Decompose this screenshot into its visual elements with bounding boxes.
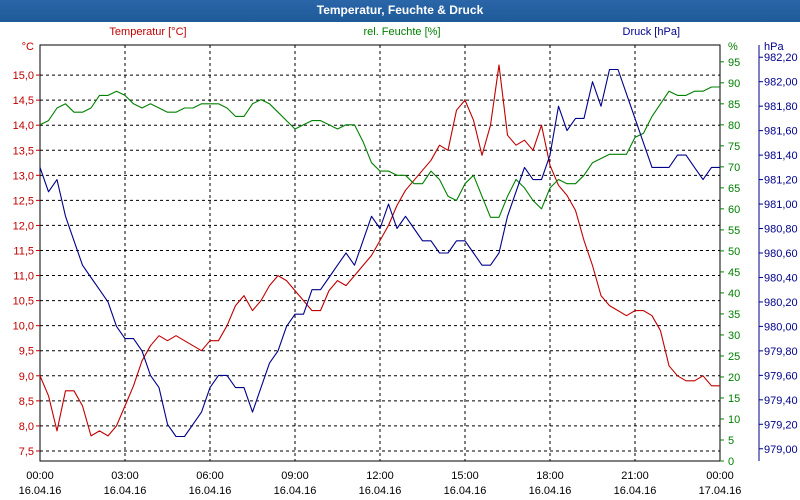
plot-area	[39, 44, 721, 462]
title-bar: Temperatur, Feuchte & Druck	[0, 0, 800, 22]
x-tick-time: 00:00	[706, 470, 734, 482]
temp-tick-label: 10,5	[13, 296, 34, 308]
temp-tick-label: 9,0	[19, 371, 34, 383]
x-tick-time: 06:00	[196, 470, 224, 482]
temp-tick-label: 14,5	[13, 95, 34, 107]
pressure-tick-label: 979,00	[764, 444, 798, 456]
pressure-tick-label: 979,80	[764, 346, 798, 358]
x-tick-date: 16.04.16	[274, 485, 317, 497]
x-tick-time: 15:00	[451, 470, 479, 482]
temp-tick-label: 15,0	[13, 70, 34, 82]
window-title: Temperatur, Feuchte & Druck	[316, 3, 484, 17]
pressure-tick-label: 981,20	[764, 175, 798, 187]
pressure-tick-label: 981,60	[764, 126, 798, 138]
humidity-tick-label: 5	[728, 435, 734, 447]
humidity-tick-label: 40	[728, 288, 740, 300]
temp-tick-label: 14,0	[13, 120, 34, 132]
temp-tick-label: 11,0	[13, 271, 34, 283]
humidity-tick-label: 95	[728, 57, 740, 69]
temp-tick-label: 11,5	[13, 245, 34, 257]
temp-tick-label: 12,5	[13, 195, 34, 207]
x-tick-time: 00:00	[26, 470, 54, 482]
x-tick-date: 16.04.16	[359, 485, 402, 497]
pressure-tick-label: 979,40	[764, 395, 798, 407]
humidity-tick-label: 55	[728, 225, 740, 237]
humidity-tick-label: 70	[728, 162, 740, 174]
pressure-tick-label: 980,00	[764, 321, 798, 333]
pressure-tick-label: 980,20	[764, 297, 798, 309]
temp-unit: °C	[22, 41, 34, 53]
humidity-tick-label: 15	[728, 393, 740, 405]
pressure-tick-label: 980,80	[764, 224, 798, 236]
humidity-tick-label: 30	[728, 330, 740, 342]
humidity-unit: %	[728, 41, 738, 53]
pressure-tick-label: 980,60	[764, 248, 798, 260]
humidity-tick-label: 90	[728, 78, 740, 90]
pressure-line	[39, 68, 720, 438]
pressure-axis-title: Druck [hPa]	[623, 26, 680, 38]
humidity-tick-label: 85	[728, 99, 740, 111]
grid	[40, 45, 720, 461]
pressure-tick-label: 982,20	[764, 52, 798, 64]
temp-tick-label: 7,5	[19, 446, 34, 458]
humidity-tick-label: 10	[728, 414, 740, 426]
temp-tick-label: 10,0	[13, 321, 34, 333]
pressure-tick-label: 979,60	[764, 370, 798, 382]
x-tick-time: 12:00	[366, 470, 394, 482]
pressure-tick-label: 981,00	[764, 199, 798, 211]
temp-tick-label: 13,0	[13, 170, 34, 182]
x-tick-date: 16.04.16	[444, 485, 487, 497]
x-tick-date: 17.04.16	[699, 485, 742, 497]
humidity-tick-label: 0	[728, 456, 734, 468]
temp-tick-label: 8,0	[19, 421, 34, 433]
humidity-tick-label: 50	[728, 246, 740, 258]
x-tick-date: 16.04.16	[189, 485, 232, 497]
pressure-tick-label: 979,20	[764, 419, 798, 431]
pressure-tick-label: 982,00	[764, 77, 798, 89]
humidity-line	[39, 86, 720, 218]
axis-left: 7,5 8,0 8,5 9,0 9,5 10,0 10,5 11,0 11,5 12,0 12,5 1…	[13, 41, 40, 458]
temp-tick-label: 8,5	[19, 396, 34, 408]
humidity-tick-label: 80	[728, 120, 740, 132]
humidity-tick-label: 65	[728, 183, 740, 195]
series-layer	[39, 64, 720, 438]
pressure-tick-label: 981,80	[764, 101, 798, 113]
x-tick-time: 18:00	[536, 470, 564, 482]
temp-tick-label: 13,5	[13, 145, 34, 157]
temperature-line	[39, 64, 720, 437]
x-tick-time: 03:00	[111, 470, 139, 482]
humidity-tick-label: 25	[728, 351, 740, 363]
pressure-tick-label: 980,40	[764, 272, 798, 284]
humidity-tick-label: 60	[728, 204, 740, 216]
humidity-tick-label: 20	[728, 372, 740, 384]
humidity-axis-title: rel. Feuchte [%]	[363, 26, 440, 38]
humidity-tick-label: 45	[728, 267, 740, 279]
humidity-tick-label: 75	[728, 141, 740, 153]
temp-tick-label: 9,5	[19, 346, 34, 358]
humidity-tick-label: 35	[728, 309, 740, 321]
x-tick-date: 16.04.16	[529, 485, 572, 497]
x-tick-date: 16.04.16	[614, 485, 657, 497]
x-tick-time: 21:00	[621, 470, 649, 482]
temp-tick-label: 12,0	[13, 220, 34, 232]
pressure-unit: hPa	[764, 41, 784, 53]
x-tick-date: 16.04.16	[19, 485, 62, 497]
axis-labels: Temperatur [°C] rel. Feuchte [%] Druck [hP…	[109, 26, 680, 38]
axis-x: 00:00 16.04.16 03:00 16.04.16 06:00 16.04.16 0…	[19, 470, 742, 497]
x-tick-date: 16.04.16	[104, 485, 147, 497]
x-tick-time: 09:00	[281, 470, 309, 482]
axis-right: 979,00 979,20 979,40 979,60 979,80 980,00 980,…	[758, 41, 798, 461]
temp-axis-title: Temperatur [°C]	[109, 26, 186, 38]
axis-middle: 0 5 10 15 20 25 30 35 40 45 50 55 60 65 70 75 80 85 90 95%	[720, 41, 740, 468]
pressure-tick-label: 981,40	[764, 150, 798, 162]
